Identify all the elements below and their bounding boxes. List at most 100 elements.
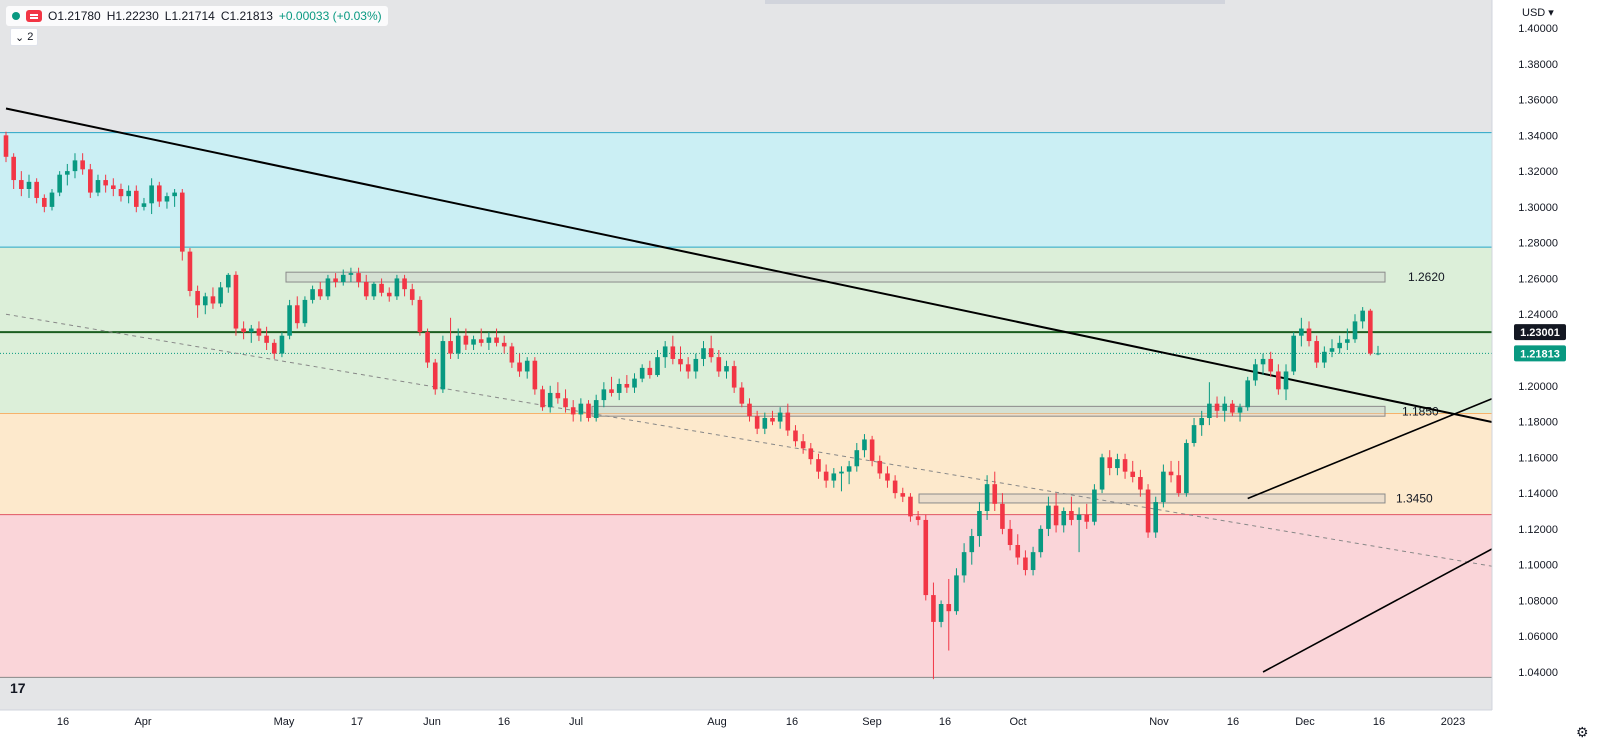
time-axis <box>0 710 1492 743</box>
candle-body <box>1184 443 1189 494</box>
gear-icon[interactable]: ⚙ <box>1576 724 1589 740</box>
candle-body <box>1345 339 1350 343</box>
symbol-menu-icon[interactable] <box>26 10 42 22</box>
candle-body <box>616 383 622 393</box>
candle-body <box>1337 342 1342 349</box>
candle-body <box>1076 514 1082 520</box>
candle-body <box>678 358 683 365</box>
y-tick-label: 1.24000 <box>1518 309 1558 321</box>
x-tick-label: 2023 <box>1441 716 1465 728</box>
y-tick-label: 1.16000 <box>1518 452 1558 464</box>
x-tick-label: Dec <box>1295 716 1315 728</box>
candle-body <box>931 595 936 622</box>
candle-body <box>501 342 507 347</box>
candle-body <box>1145 489 1151 533</box>
candle-body <box>402 278 407 290</box>
candle-body <box>425 332 430 363</box>
candle-body <box>1046 505 1051 529</box>
candle-body <box>1061 511 1067 526</box>
candle-body <box>1314 341 1319 363</box>
candle-body <box>823 471 829 481</box>
price-tag <box>1514 324 1566 341</box>
candle-body <box>624 383 630 388</box>
x-tick-label: Oct <box>1009 716 1026 728</box>
candle-body <box>409 289 415 300</box>
candle-body <box>271 342 277 354</box>
candle-body <box>1352 321 1358 340</box>
price-tag-label: 1.21813 <box>1520 348 1560 360</box>
candle-body <box>1107 457 1113 469</box>
candle-body <box>134 190 139 207</box>
candle-body <box>800 441 806 449</box>
candle-body <box>455 335 461 354</box>
close-value: C1.21813 <box>220 9 273 23</box>
candle-body <box>241 328 246 333</box>
candle-body <box>310 289 315 300</box>
candle-body <box>1161 471 1166 503</box>
indicator-count: 2 <box>27 31 34 43</box>
y-tick-label: 1.12000 <box>1518 524 1558 536</box>
candle-body <box>854 450 860 467</box>
x-tick-label: Jul <box>569 716 583 728</box>
candle-body <box>1237 407 1243 413</box>
candle-body <box>371 283 377 297</box>
candle-body <box>1207 403 1212 418</box>
candle-body <box>294 305 300 324</box>
price-tag <box>1514 345 1566 362</box>
trendline <box>5 107 1600 446</box>
candle-body <box>1176 475 1182 494</box>
chevron-down-icon: ⌄ <box>15 31 25 44</box>
candle-body <box>1007 528 1013 545</box>
candle-body <box>601 389 607 401</box>
x-tick-label: May <box>274 716 295 728</box>
candle-body <box>1038 528 1044 553</box>
candle-body <box>1260 358 1266 365</box>
y-tick-label: 1.28000 <box>1518 238 1558 250</box>
candle-body <box>65 171 70 175</box>
candle-body <box>440 341 446 390</box>
y-tick-label: 1.40000 <box>1518 23 1558 35</box>
candle-body <box>1291 335 1296 372</box>
candle-body <box>363 282 369 297</box>
candle-body <box>471 339 476 345</box>
candle-body <box>256 328 262 336</box>
x-tick-label: 16 <box>57 716 69 728</box>
status-dot-icon <box>12 12 20 20</box>
candle-body <box>731 366 737 388</box>
top-toolbar-strip <box>765 0 1225 4</box>
candle-body <box>908 496 913 517</box>
candle-body <box>1375 353 1381 355</box>
candle-body <box>1015 544 1021 558</box>
indicators-collapse-button[interactable]: ⌄ 2 <box>10 28 39 46</box>
candle-body <box>846 466 852 472</box>
candle-body <box>593 400 599 418</box>
candle-body <box>524 360 530 372</box>
tradingview-logo-icon[interactable]: 17 <box>10 680 26 696</box>
candle-body <box>708 348 714 358</box>
candle-body <box>111 185 116 189</box>
price-axis <box>1492 0 1600 743</box>
candle-body <box>532 360 538 390</box>
candle-body <box>1053 505 1059 526</box>
candle-body <box>126 190 131 197</box>
candle-body <box>984 484 990 511</box>
low-value: L1.21714 <box>164 9 215 23</box>
candle-body <box>118 189 124 197</box>
x-tick-label: Apr <box>134 716 151 728</box>
candle-body <box>72 160 78 172</box>
candle-body <box>448 341 453 354</box>
candle-body <box>172 192 177 197</box>
candle-body <box>578 403 584 415</box>
candle-body <box>831 473 837 481</box>
candle-body <box>685 364 691 372</box>
candle-body <box>1322 351 1327 363</box>
candle-body <box>693 358 699 372</box>
candle-body <box>302 299 308 324</box>
candle-body <box>356 273 361 283</box>
candle-body <box>187 251 193 291</box>
currency-selector[interactable]: USD ▾ <box>1522 6 1554 19</box>
candle-body <box>785 412 791 431</box>
candle-body <box>1115 459 1120 469</box>
